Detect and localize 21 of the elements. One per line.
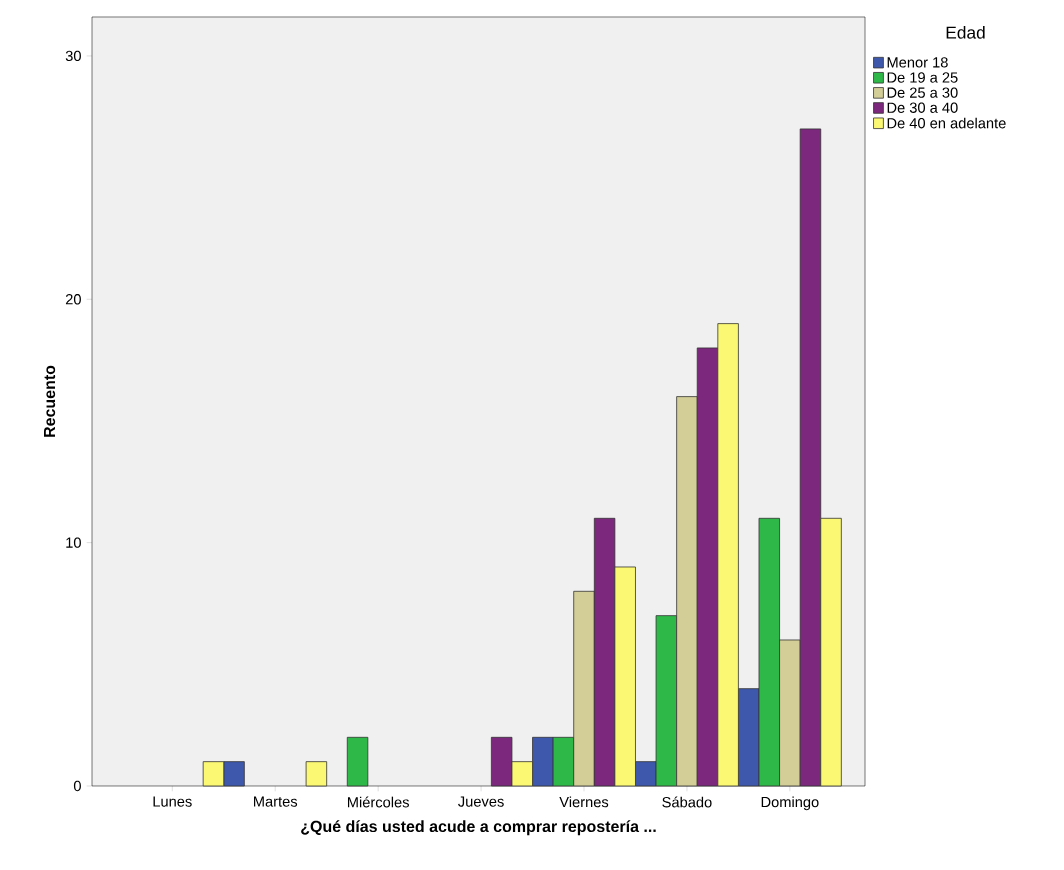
x-axis-title: ¿Qué días usted acude a comprar repostería ... (301, 820, 656, 836)
y-tick-label: 10 (66, 537, 81, 548)
legend-label: Menor 18 (887, 57, 948, 68)
x-tick-label: Sábado (662, 796, 712, 808)
x-tick-label: Viernes (559, 796, 609, 808)
x-tick-label: Jueves (458, 796, 504, 807)
x-tick-label: Martes (254, 796, 298, 807)
bar (305, 761, 328, 787)
x-tick-label: Lunes (153, 796, 192, 807)
bar (346, 736, 369, 787)
x-tick-label: Miércoles (347, 796, 409, 808)
legend-label: De 25 a 30 (887, 87, 958, 98)
y-tick-label: 20 (65, 294, 81, 305)
legend-label: De 30 a 40 (887, 102, 958, 113)
legend-title: Edad (946, 25, 985, 39)
legend-label: De 40 en adelante (887, 117, 1006, 129)
x-tick-label: Domingo (761, 796, 819, 811)
y-tick-label: 30 (65, 50, 81, 62)
y-tick-label: 0 (73, 780, 81, 792)
legend-label: De 19 a 25 (887, 72, 958, 83)
y-axis-title: Recuento (44, 365, 56, 437)
